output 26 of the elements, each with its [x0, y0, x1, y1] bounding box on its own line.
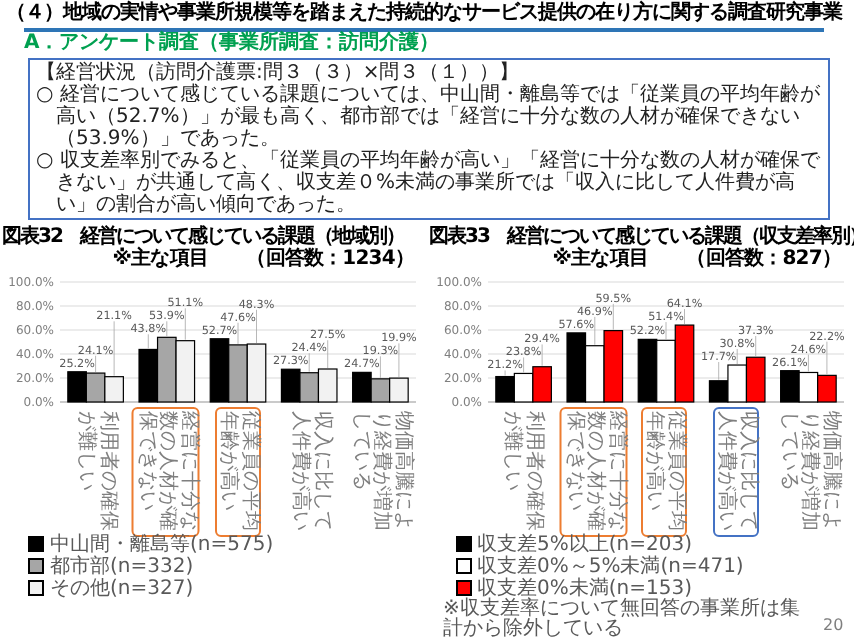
- text: 20: [823, 616, 844, 636]
- text: ○ 収支差率別でみると、「従業員の平均年齢が高い」「経営に十分な数の人材が確保できない」が共通して高く、収支差０%未満の事業所では「収入に比して人件費が高い」の割合が高い傾向であった。: [36, 150, 822, 216]
- picture-highlight-box: 経営に十分な数の人材が確保できない: [133, 407, 201, 537]
- text: （４）地域の実情や事業所規模等を踏まえた持続的なサービス提供の在り方に関する調査研究事業: [6, 0, 842, 26]
- legend-label: 中山間・離島等(n=575): [50, 534, 274, 556]
- legend-label: 都市部(n=332): [50, 556, 194, 578]
- chart-subtitle: ※主な項目 （回答数：1234）: [112, 248, 414, 270]
- picture-highlight-box: 従業員の平均年齢が高い: [641, 407, 688, 537]
- legend-label: その他(n=327): [50, 578, 194, 600]
- x-tick-label: 物価高騰により経費が増加している: [348, 409, 414, 535]
- text: A．アンケート調査（事業所調査：訪問介護）: [24, 32, 440, 56]
- legend-label: 収支差0%～5%未満(n=471): [477, 556, 744, 578]
- chart-subtitle: ※主な項目 （回答数：827）: [552, 248, 841, 270]
- chart-title: 図表32 経営について感じている課題（地域別）: [2, 226, 404, 248]
- legend-label: 収支差0%未満(n=153): [477, 578, 692, 600]
- x-tick-label: 収入に比して人件費が高い: [288, 409, 333, 535]
- text: 【経営状況（訪問介護票:問３（３）×問３（１））】: [36, 62, 522, 84]
- x-tick-label: 利用者の確保が難しい: [501, 409, 546, 533]
- legend-label: 収支差5%以上(n=203): [477, 534, 692, 556]
- text: ※収支差率について無回答の事業所は集計から除外している: [443, 598, 802, 640]
- x-tick-label: 物価高騰により経費が増加している: [775, 409, 841, 535]
- chart-title: 図表33 経営について感じている課題（収支差率別）: [429, 226, 854, 248]
- text: ○ 経営について感じている課題については、中山間・離島等では「従業員の平均年齢が高い（52.7%）」が最も高く、都市部では「経営に十分な数の人材が確保できない（53.9%）」であった。: [36, 84, 822, 150]
- x-tick-label: 利用者の確保が難しい: [74, 409, 119, 533]
- picture-highlight-box: 収入に比して人件費が高い: [713, 407, 760, 537]
- picture-highlight-box: 従業員の平均年齢が高い: [214, 407, 261, 537]
